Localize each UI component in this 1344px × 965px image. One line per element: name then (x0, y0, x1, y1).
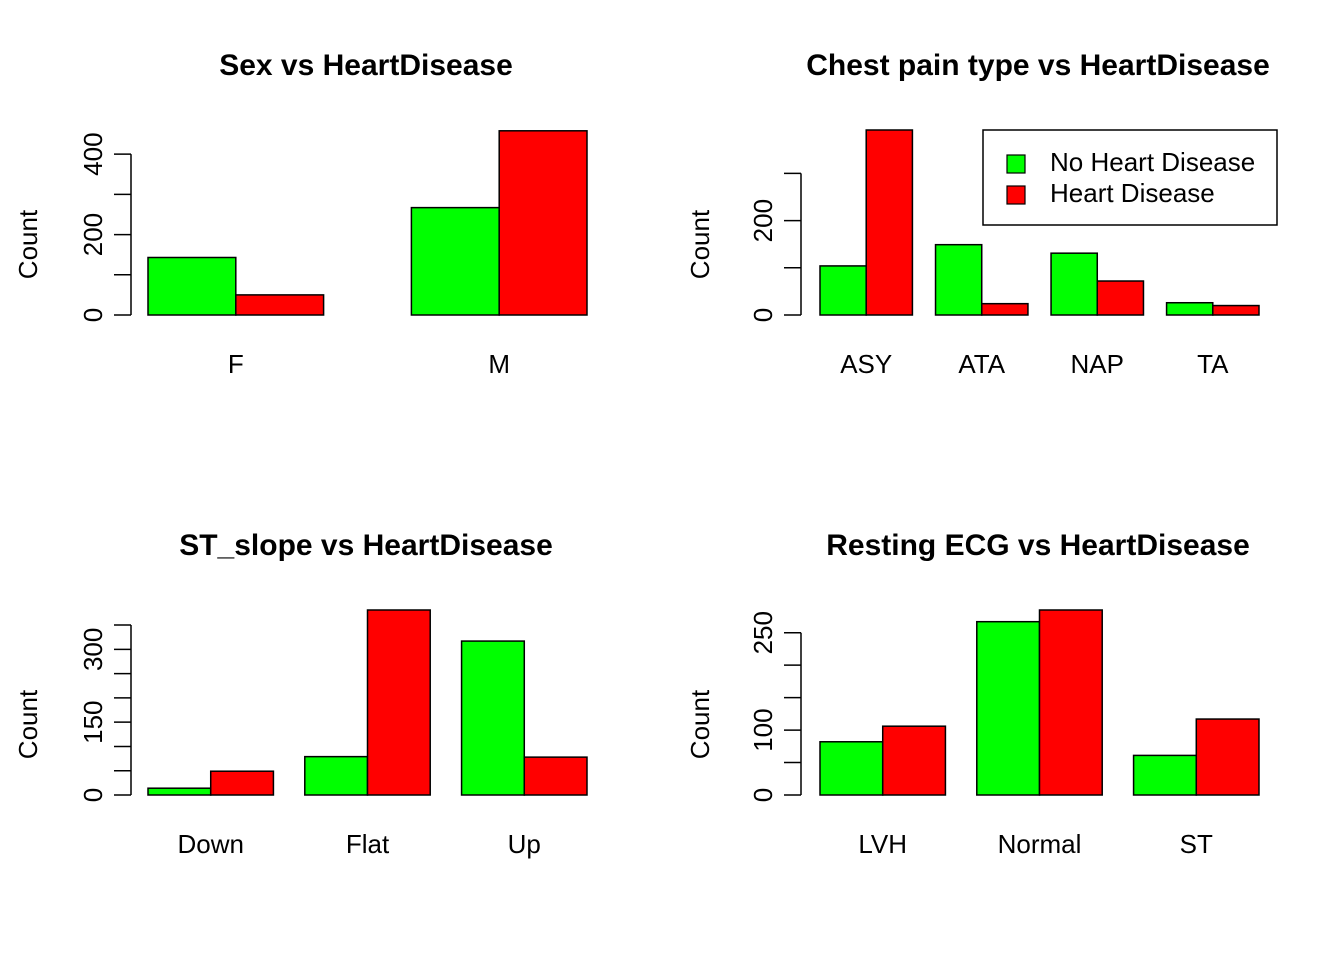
legend-label: No Heart Disease (1050, 147, 1255, 177)
y-tick-label: 100 (748, 708, 778, 751)
y-axis-label: Count (685, 209, 715, 279)
bar-heart-disease-asy (865, 129, 914, 316)
y-tick-label: 0 (78, 308, 108, 322)
bar-no-heart-disease-asy (819, 265, 867, 316)
y-axis-label: Count (13, 689, 43, 759)
legend-swatch-no-heart-disease (1006, 154, 1026, 174)
y-axis-label: Count (685, 689, 715, 759)
bar-heart-disease-m (498, 130, 588, 316)
bar-heart-disease-st (1195, 718, 1260, 796)
chart-panel-4: Resting ECG vs HeartDisease Count 0 100 250 L… (685, 529, 1260, 859)
bar-no-heart-disease-lvh (819, 741, 884, 796)
x-category-label: Flat (346, 829, 390, 859)
bar-no-heart-disease-ta (1165, 301, 1214, 316)
bar-heart-disease-lvh (881, 725, 947, 796)
y-tick-label: 200 (748, 199, 778, 242)
chart-panel-2: Chest pain type vs HeartDisease Count 0 200… (685, 49, 1278, 379)
chart-title: Chest pain type vs HeartDisease (806, 49, 1270, 82)
chart-title: ST_slope vs HeartDisease (179, 529, 553, 562)
x-category-label: TA (1197, 349, 1229, 379)
legend-box (982, 129, 1278, 226)
y-tick-label: 300 (78, 628, 108, 671)
bar-no-heart-disease-f (147, 256, 237, 316)
bar-no-heart-disease-st (1132, 754, 1198, 796)
x-category-label: ATA (958, 349, 1005, 379)
bar-heart-disease-ta (1212, 304, 1260, 316)
x-category-label: NAP (1071, 349, 1124, 379)
chart-title: Sex vs HeartDisease (219, 49, 513, 82)
bar-heart-disease-f (235, 294, 325, 316)
x-category-label: ST (1180, 829, 1213, 859)
bar-no-heart-disease-up (460, 640, 526, 796)
y-tick-label: 150 (78, 700, 108, 743)
chart-title: Resting ECG vs HeartDisease (826, 529, 1250, 562)
bar-heart-disease-nap (1096, 280, 1145, 316)
y-tick-label: 0 (748, 788, 778, 802)
bar-no-heart-disease-nap (1050, 252, 1099, 316)
bar-heart-disease-down (209, 770, 275, 796)
x-category-label: F (228, 349, 244, 379)
legend-swatch-heart-disease (1006, 185, 1026, 205)
chart-panel-1: Sex vs HeartDisease Count 0 200 400 F M (13, 49, 588, 379)
chart-panel-3: ST_slope vs HeartDisease Count 0 150 300 Down… (13, 529, 588, 859)
y-tick-label: 0 (748, 308, 778, 322)
x-category-label: M (488, 349, 510, 379)
legend-label: Heart Disease (1050, 178, 1215, 208)
bar-heart-disease-ata (980, 302, 1029, 316)
x-category-label: Down (177, 829, 243, 859)
y-tick-label: 0 (78, 788, 108, 802)
y-tick-label: 250 (748, 611, 778, 654)
bar-no-heart-disease-flat (304, 755, 369, 796)
x-category-label: LVH (858, 829, 907, 859)
bar-no-heart-disease-m (410, 206, 500, 316)
x-category-label: Up (508, 829, 541, 859)
x-category-label: ASY (840, 349, 892, 379)
bar-no-heart-disease-down (147, 787, 212, 796)
y-axis-label: Count (13, 209, 43, 279)
bar-heart-disease-flat (366, 609, 431, 796)
y-tick-label: 200 (78, 213, 108, 256)
bar-heart-disease-up (523, 756, 588, 796)
y-tick-label: 400 (78, 132, 108, 175)
bar-heart-disease-normal (1038, 609, 1103, 796)
x-category-label: Normal (998, 829, 1082, 859)
bar-no-heart-disease-ata (934, 243, 983, 316)
bar-no-heart-disease-normal (976, 620, 1041, 796)
